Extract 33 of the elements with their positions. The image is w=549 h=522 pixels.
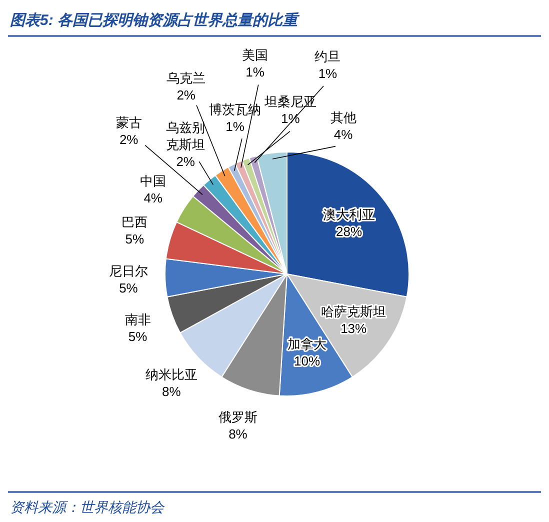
text: 资料来源：世界核能协会 — [10, 499, 165, 515]
data-label: 4% — [144, 190, 163, 206]
slice-label: 哈萨克斯坦 — [321, 304, 386, 319]
data-label: 5% — [128, 329, 148, 344]
slice-label: 美国 — [242, 47, 268, 62]
data-label: 5% — [119, 280, 138, 296]
slice-label: 加拿大 — [288, 336, 327, 352]
data-label: 2% — [176, 154, 196, 170]
data-label: 2% — [176, 87, 196, 102]
slice-label: 蒙古 — [116, 115, 142, 130]
slice-label: 南非 — [124, 312, 151, 328]
slice-label: 中国 — [140, 174, 166, 189]
slice-label: 约旦 — [314, 48, 341, 64]
data-label: 1% — [318, 66, 338, 81]
chart-title: 图表5: 各国已探明铀资源占世界总量的比重 — [10, 12, 301, 29]
data-label: 2% — [119, 132, 139, 148]
slice-label: 乌克兰 — [166, 70, 206, 86]
slice-label: 尼日尔 — [108, 263, 148, 278]
slice-label: 俄罗斯 — [218, 409, 258, 424]
slice-label: 乌兹别克斯坦 — [166, 120, 206, 152]
slice-label: 其他 — [330, 110, 356, 126]
data-label: 1% — [246, 64, 265, 80]
data-label: 8% — [162, 384, 182, 400]
data-label: 1% — [226, 119, 245, 134]
data-label: 8% — [228, 426, 248, 442]
data-label: 5% — [125, 231, 145, 246]
data-label: 10% — [294, 353, 320, 368]
slice-label: 澳大利亚 — [323, 207, 376, 222]
slice-label: 纳米比亚 — [145, 367, 198, 382]
data-label: 13% — [340, 320, 368, 336]
data-label: 28% — [336, 224, 362, 240]
slice-label: 巴西 — [122, 214, 148, 230]
data-label: 4% — [334, 127, 354, 142]
